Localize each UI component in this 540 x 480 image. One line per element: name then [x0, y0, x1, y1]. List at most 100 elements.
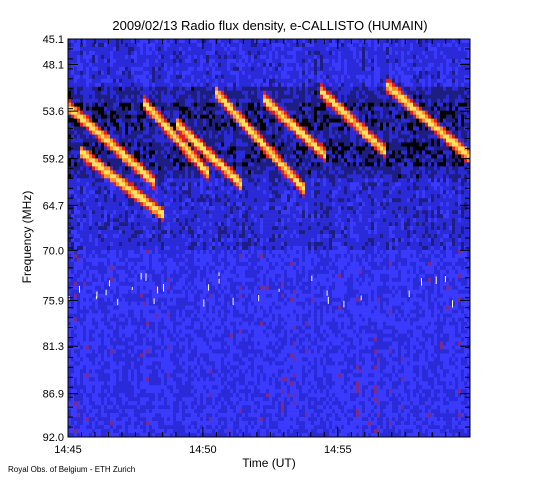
- heatmap-cell: [359, 138, 363, 143]
- heatmap-cell: [263, 98, 267, 103]
- heatmap-cell: [155, 158, 159, 163]
- heatmap-cell: [458, 146, 462, 151]
- heatmap-cell: [392, 174, 396, 179]
- heatmap-cell: [185, 62, 189, 68]
- heatmap-cell: [83, 106, 87, 111]
- heatmap-cell: [74, 178, 78, 183]
- heatmap-cell: [146, 138, 150, 143]
- heatmap-cell: [347, 166, 351, 171]
- heatmap-cell: [440, 142, 444, 147]
- heatmap-cell: [299, 78, 303, 84]
- heatmap-cell: [458, 158, 462, 163]
- heatmap-cell: [182, 166, 186, 171]
- heatmap-cell: [341, 154, 345, 159]
- heatmap-cell: [98, 106, 102, 111]
- heatmap-cell: [374, 178, 378, 183]
- heatmap-cell: [140, 122, 144, 127]
- heatmap-cell: [170, 182, 174, 187]
- heatmap-cell: [254, 106, 258, 111]
- heatmap-cell: [86, 82, 90, 88]
- heatmap-cell: [338, 39, 342, 44]
- heatmap-cell: [152, 170, 156, 175]
- heatmap-cell: [215, 174, 219, 179]
- heatmap-cell: [179, 42, 183, 48]
- heatmap-cell: [335, 62, 339, 68]
- heatmap-cell: [104, 74, 108, 80]
- heatmap-cell: [212, 154, 216, 159]
- heatmap-cell: [245, 118, 249, 123]
- heatmap-cell: [410, 70, 414, 76]
- heatmap-cell: [455, 54, 459, 60]
- heatmap-cell: [89, 122, 93, 127]
- heatmap-cell: [206, 62, 210, 68]
- heatmap-cell: [452, 54, 456, 60]
- heatmap-cell: [89, 106, 93, 111]
- heatmap-cell: [149, 142, 153, 147]
- heatmap-cell: [113, 102, 117, 107]
- heatmap-cell: [335, 54, 339, 60]
- heatmap-cell: [428, 94, 432, 99]
- heatmap-cell: [275, 142, 279, 147]
- heatmap-cell: [257, 134, 261, 139]
- heatmap-cell: [164, 78, 168, 84]
- heatmap-cell: [446, 138, 450, 143]
- heatmap-cell: [203, 66, 207, 72]
- heatmap-cell: [155, 102, 159, 107]
- heatmap-cell: [338, 114, 342, 119]
- heatmap-cell: [74, 174, 78, 179]
- heatmap-cell: [368, 170, 372, 175]
- heatmap-cell: [359, 162, 363, 167]
- heatmap-cell: [443, 150, 447, 155]
- heatmap-cell: [293, 82, 297, 88]
- heatmap-cell: [275, 94, 279, 99]
- heatmap-cell: [98, 50, 102, 56]
- heatmap-cell: [149, 158, 153, 163]
- heatmap-cell: [416, 126, 420, 131]
- heatmap-cell: [431, 154, 435, 159]
- heatmap-cell: [257, 50, 261, 56]
- heatmap-cell: [233, 158, 237, 163]
- heatmap-cell: [71, 50, 75, 56]
- heatmap-cell: [416, 134, 420, 139]
- heatmap-cell: [275, 50, 279, 56]
- heatmap-cell: [314, 150, 318, 155]
- heatmap-cell: [239, 62, 243, 68]
- heatmap-cell: [92, 78, 96, 84]
- heatmap-cell: [128, 70, 132, 76]
- heatmap-cell: [260, 138, 264, 143]
- heatmap-cell: [200, 142, 204, 147]
- heatmap-cell: [188, 42, 192, 48]
- heatmap-cell: [197, 102, 201, 107]
- heatmap-cell: [164, 166, 168, 171]
- heatmap-cell: [68, 39, 72, 44]
- heatmap-cell: [380, 146, 384, 151]
- heatmap-cell: [419, 150, 423, 155]
- heatmap-cell: [329, 110, 333, 115]
- heatmap-cell: [224, 42, 228, 48]
- heatmap-cell: [263, 142, 267, 147]
- heatmap-cell: [176, 46, 180, 52]
- heatmap-cell: [335, 86, 339, 92]
- heatmap-cell: [323, 158, 327, 163]
- heatmap-cell: [281, 102, 285, 107]
- heatmap-cell: [452, 106, 456, 111]
- heatmap-cell: [293, 86, 297, 92]
- heatmap-cell: [173, 166, 177, 171]
- heatmap-cell: [197, 126, 201, 131]
- heatmap-cell: [389, 54, 393, 60]
- heatmap-cell: [242, 134, 246, 139]
- heatmap-cell: [236, 102, 240, 107]
- heatmap-cell: [152, 66, 156, 72]
- heatmap-cell: [242, 46, 246, 52]
- heatmap-cell: [320, 74, 324, 80]
- heatmap-cell: [419, 146, 423, 151]
- heatmap-cell: [176, 166, 180, 171]
- heatmap-cell: [296, 130, 300, 135]
- heatmap-cell: [320, 62, 324, 68]
- heatmap-cell: [236, 158, 240, 163]
- heatmap-cell: [164, 58, 168, 64]
- heatmap-cell: [278, 118, 282, 123]
- heatmap-cell: [143, 134, 147, 139]
- heatmap-cell: [350, 162, 354, 167]
- heatmap-cell: [269, 114, 273, 119]
